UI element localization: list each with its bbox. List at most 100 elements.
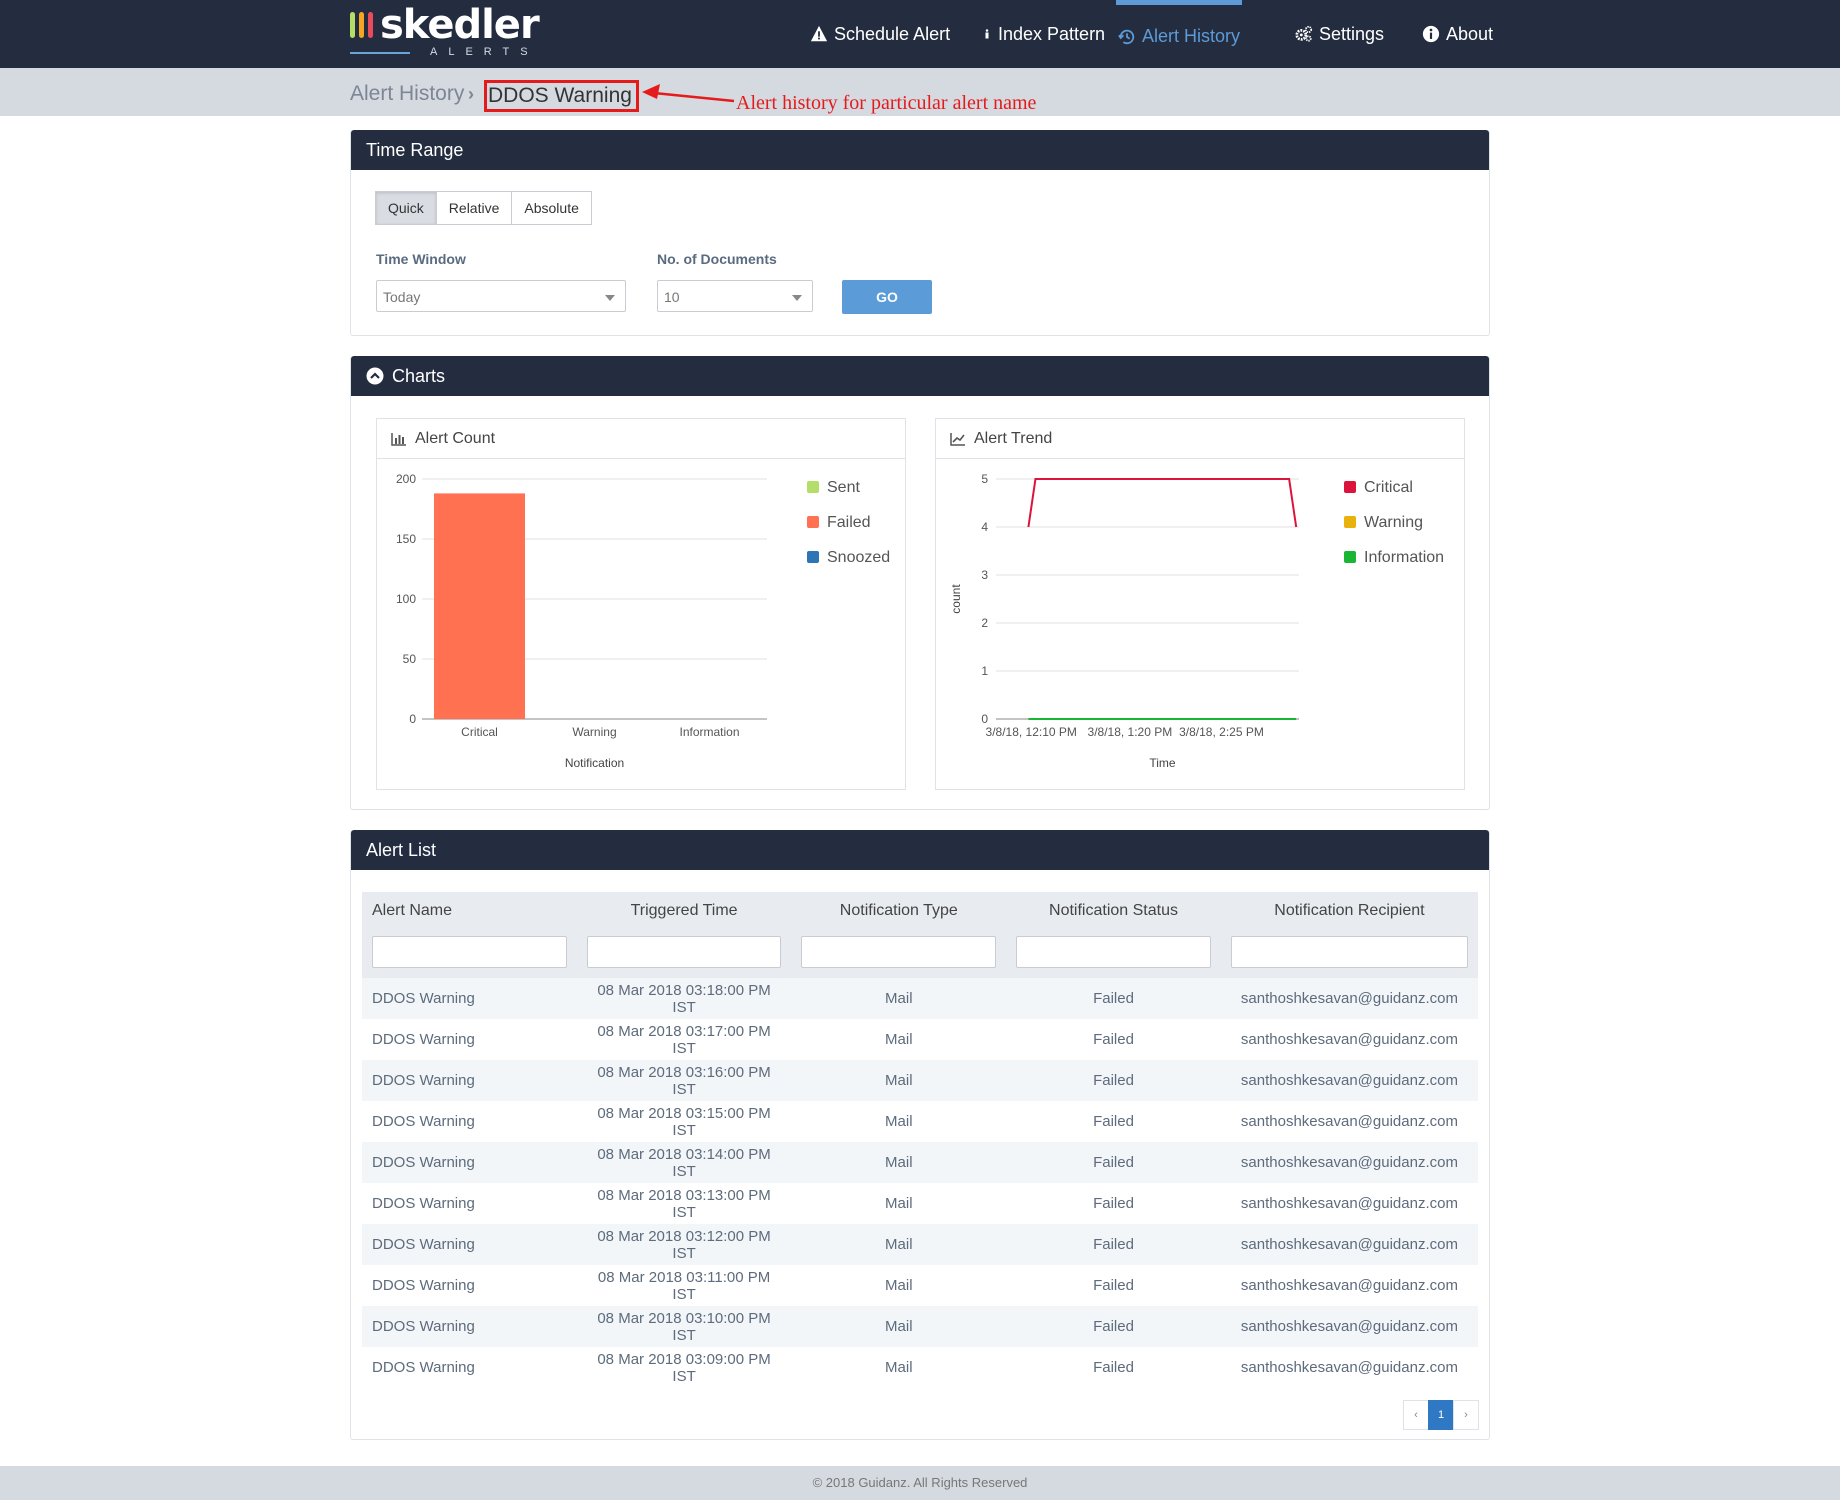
cell-notification-type: Mail bbox=[885, 1031, 913, 1048]
nav-alert-history[interactable]: Alert History bbox=[1116, 0, 1242, 68]
cell-alert-name: DDOS Warning bbox=[362, 1306, 577, 1347]
y-tick-label: 150 bbox=[396, 532, 416, 546]
alert-list-title: Alert List bbox=[351, 830, 1489, 870]
filter-notification-type-input[interactable] bbox=[801, 936, 997, 968]
charts-header[interactable]: Charts bbox=[351, 356, 1489, 396]
table-row[interactable]: DDOS Warning 08 Mar 2018 03:12:00 PM IST M… bbox=[362, 1224, 1478, 1265]
filter-alert-name-input[interactable] bbox=[372, 936, 567, 968]
legend-item-information[interactable]: Information bbox=[1344, 549, 1444, 584]
logo-subtitle: ALERTS bbox=[430, 46, 539, 58]
cell-notification-status: Failed bbox=[1093, 1277, 1134, 1294]
alert-list-panel: Alert List Alert Name Triggered Time Not… bbox=[350, 830, 1490, 1440]
skedler-logo[interactable]: skedler ALERTS bbox=[350, 2, 540, 58]
legend-item-failed[interactable]: Failed bbox=[807, 514, 890, 549]
filter-notification-status-input[interactable] bbox=[1016, 936, 1211, 968]
tab-absolute[interactable]: Absolute bbox=[511, 191, 592, 225]
column-header-notification-type[interactable]: Notification Type bbox=[791, 892, 1007, 930]
column-header-triggered-time[interactable]: Triggered Time bbox=[576, 892, 792, 930]
table-row[interactable]: DDOS Warning 08 Mar 2018 03:18:00 PM IST M… bbox=[362, 978, 1478, 1019]
filter-triggered-time-input[interactable] bbox=[586, 936, 782, 968]
table-row[interactable]: DDOS Warning 08 Mar 2018 03:14:00 PM IST M… bbox=[362, 1142, 1478, 1183]
filter-cell bbox=[576, 930, 792, 978]
x-tick-label: 3/8/18, 12:10 PM bbox=[986, 725, 1077, 739]
cell-notification-type: Mail bbox=[885, 1195, 913, 1212]
cell-triggered-time: 08 Mar 2018 03:12:00 PM IST bbox=[576, 1224, 792, 1265]
column-header-notification-status[interactable]: Notification Status bbox=[1006, 892, 1221, 930]
line-critical bbox=[1027, 478, 1298, 528]
filter-cell bbox=[1220, 930, 1478, 978]
table-row[interactable]: DDOS Warning 08 Mar 2018 03:09:00 PM IST M… bbox=[362, 1347, 1478, 1388]
annotation-arrow bbox=[642, 84, 735, 103]
cell-alert-name: DDOS Warning bbox=[372, 1359, 475, 1376]
legend-swatch bbox=[1344, 516, 1356, 528]
table-row[interactable]: DDOS Warning 08 Mar 2018 03:16:00 PM IST M… bbox=[362, 1060, 1478, 1101]
table-row[interactable]: DDOS Warning 08 Mar 2018 03:11:00 PM IST M… bbox=[362, 1265, 1478, 1306]
x-tick-label: Critical bbox=[461, 725, 498, 739]
cell-notification-type: Mail bbox=[791, 1224, 1007, 1265]
y-tick-label: 100 bbox=[396, 592, 416, 606]
documents-select[interactable]: 10 bbox=[657, 280, 813, 312]
nav-index-pattern[interactable]: Index Pattern bbox=[982, 0, 1105, 68]
warning-icon bbox=[810, 25, 828, 42]
column-header-notification-recipient[interactable]: Notification Recipient bbox=[1220, 892, 1478, 930]
alert-count-chart: Alert Count 0 50 100 150 200 Critical Warning I… bbox=[376, 418, 906, 790]
table-row[interactable]: DDOS Warning 08 Mar 2018 03:13:00 PM IST M… bbox=[362, 1183, 1478, 1224]
legend-item-warning[interactable]: Warning bbox=[1344, 514, 1444, 549]
filter-notification-recipient-input[interactable] bbox=[1230, 936, 1468, 968]
cell-notification-recipient: santhoshkesavan@guidanz.com bbox=[1220, 1306, 1478, 1347]
breadcrumb-bar bbox=[0, 68, 1840, 116]
collapse-icon bbox=[366, 367, 384, 385]
legend-item-critical[interactable]: Critical bbox=[1344, 479, 1444, 514]
cell-notification-recipient: santhoshkesavan@guidanz.com bbox=[1220, 978, 1478, 1019]
x-tick-label: Information bbox=[679, 725, 739, 739]
tab-quick[interactable]: Quick bbox=[375, 191, 437, 225]
cell-triggered-time: 08 Mar 2018 03:16:00 PM IST bbox=[576, 1060, 792, 1101]
legend-label: Failed bbox=[827, 514, 871, 531]
cell-notification-status: Failed bbox=[1006, 1142, 1221, 1183]
filter-cell bbox=[791, 930, 1007, 978]
legend-item-snoozed[interactable]: Snoozed bbox=[807, 549, 890, 584]
documents-value: 10 bbox=[664, 289, 680, 305]
tab-relative[interactable]: Relative bbox=[435, 191, 513, 225]
alert-trend-chart: Alert Trend 0 1 2 3 4 5 3/8/18, 12:10 PM 3/8/18… bbox=[935, 418, 1465, 790]
alert-table-wrapper: Alert Name Triggered Time Notification T… bbox=[362, 892, 1478, 1388]
logo-text: skedler bbox=[380, 2, 540, 48]
nav-settings[interactable]: Settings bbox=[1295, 0, 1384, 68]
nav-schedule-alert[interactable]: Schedule Alert bbox=[810, 0, 950, 68]
time-window-select[interactable]: Today bbox=[376, 280, 626, 312]
table-row[interactable]: DDOS Warning 08 Mar 2018 03:17:00 PM IST M… bbox=[362, 1019, 1478, 1060]
cell-triggered-time: 08 Mar 2018 03:10:00 PM IST bbox=[576, 1306, 792, 1347]
cell-triggered-time: 08 Mar 2018 03:15:00 PM IST bbox=[597, 1104, 771, 1139]
y-tick-label: 0 bbox=[409, 712, 416, 726]
cell-notification-status: Failed bbox=[1093, 1195, 1134, 1212]
footer: © 2018 Guidanz. All Rights Reserved bbox=[0, 1466, 1840, 1500]
charts-title: Charts bbox=[392, 366, 446, 386]
nav-about[interactable]: About bbox=[1422, 0, 1493, 68]
table-row[interactable]: DDOS Warning 08 Mar 2018 03:15:00 PM IST M… bbox=[362, 1101, 1478, 1142]
breadcrumb-root[interactable]: Alert History bbox=[350, 82, 465, 105]
table-row[interactable]: DDOS Warning 08 Mar 2018 03:10:00 PM IST M… bbox=[362, 1306, 1478, 1347]
cell-triggered-time: 08 Mar 2018 03:17:00 PM IST bbox=[597, 1022, 771, 1057]
info-circle-icon bbox=[1422, 25, 1440, 43]
legend-item-sent[interactable]: Sent bbox=[807, 479, 890, 514]
pagination-next[interactable]: › bbox=[1453, 1400, 1479, 1430]
y-tick-label: 4 bbox=[981, 520, 988, 534]
filter-cell bbox=[362, 930, 577, 978]
filter-row bbox=[362, 930, 1478, 978]
pagination-page-1[interactable]: 1 bbox=[1428, 1400, 1454, 1430]
info-icon bbox=[985, 29, 989, 39]
cell-notification-recipient: santhoshkesavan@guidanz.com bbox=[1240, 1195, 1458, 1212]
legend-swatch bbox=[807, 551, 819, 563]
time-window-value: Today bbox=[383, 289, 421, 305]
x-tick-label: Warning bbox=[572, 725, 616, 739]
documents-label: No. of Documents bbox=[657, 251, 777, 267]
pagination-prev[interactable]: ‹ bbox=[1403, 1400, 1429, 1430]
column-header-alert-name[interactable]: Alert Name bbox=[362, 892, 577, 930]
cell-alert-name: DDOS Warning bbox=[372, 1277, 475, 1294]
time-range-tabs: Quick Relative Absolute bbox=[375, 191, 592, 225]
cell-notification-recipient: santhoshkesavan@guidanz.com bbox=[1240, 1359, 1458, 1376]
time-range-panel: Time Range Quick Relative Absolute Time … bbox=[350, 130, 1490, 336]
cell-notification-type: Mail bbox=[791, 1060, 1007, 1101]
go-button[interactable]: GO bbox=[842, 280, 932, 314]
charts-panel: Charts Alert Count 0 50 100 150 200 Critical W… bbox=[350, 356, 1490, 810]
